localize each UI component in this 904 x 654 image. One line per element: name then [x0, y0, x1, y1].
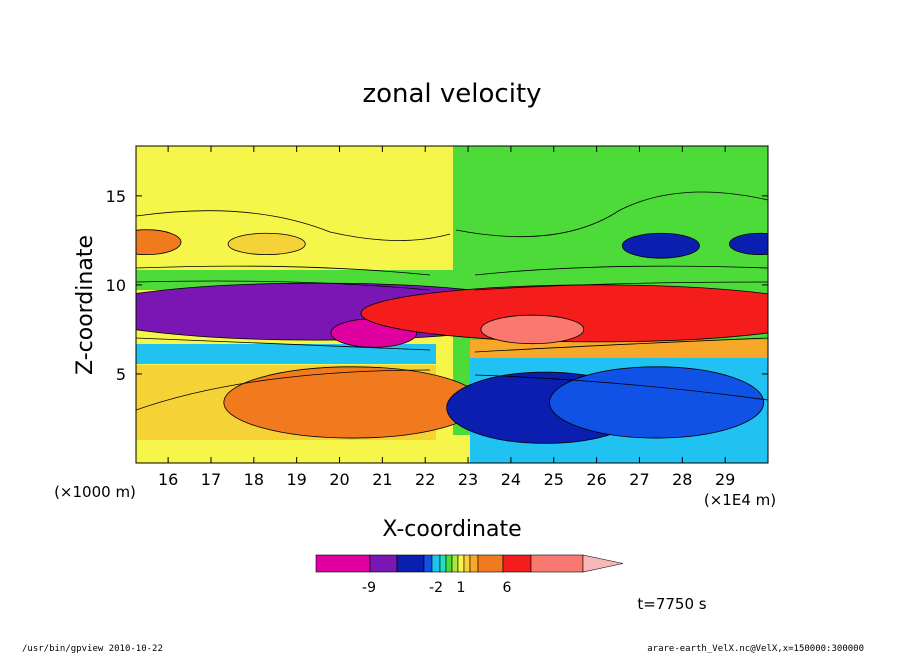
- contour-blob-8: [227, 232, 306, 256]
- y-tick-label: 15: [106, 187, 126, 206]
- y-unit-label: (×1000 m): [54, 483, 136, 501]
- colorbar-tick-label: -2: [429, 580, 443, 596]
- y-tick-label: 10: [106, 276, 126, 295]
- colorbar-segment: [530, 554, 584, 573]
- contour-blobs: [136, 229, 768, 444]
- x-tick-label: 16: [158, 470, 178, 489]
- x-axis-ticks: 16 17 18 19 20 21 22 23 24 25 26 27 28 29: [158, 146, 735, 489]
- colorbar-segment: [439, 554, 447, 573]
- colorbar-segment: [502, 554, 532, 573]
- y-tick-label: 5: [116, 365, 126, 384]
- colorbar-segment: [423, 554, 433, 573]
- contour-blob-2: [360, 284, 768, 343]
- colorbar-tick-label: -9: [362, 580, 376, 596]
- x-tick-label: 19: [286, 470, 306, 489]
- colorbar-segment: [477, 554, 504, 573]
- colorbar-segment: [396, 554, 425, 573]
- colorbar-segment: [463, 554, 471, 573]
- colorbar-segment: [469, 554, 479, 573]
- colorbar-segment: [431, 554, 441, 573]
- x-tick-label: 29: [715, 470, 735, 489]
- x-tick-label: 18: [244, 470, 264, 489]
- x-tick-label: 22: [415, 470, 435, 489]
- x-tick-label: 28: [672, 470, 692, 489]
- y-axis-label: Z-coordinate: [73, 235, 98, 375]
- contour-blob-10: [729, 232, 768, 256]
- colorbar-tick-label: 1: [457, 580, 466, 596]
- x-tick-label: 25: [544, 470, 564, 489]
- x-tick-label: 23: [458, 470, 478, 489]
- plot-frame: [135, 145, 769, 464]
- colorbar-tick-label: 6: [503, 580, 512, 596]
- x-tick-label: 27: [629, 470, 649, 489]
- colorbar-segment: [457, 554, 465, 573]
- contour-lines: [136, 191, 768, 411]
- x-tick-label: 26: [586, 470, 606, 489]
- footer-left: /usr/bin/gpview 2010-10-22: [22, 644, 163, 654]
- x-tick-label: 21: [372, 470, 392, 489]
- contour-blob-3: [480, 314, 585, 345]
- orange-band-east: [470, 340, 768, 360]
- contour-blob-7: [136, 229, 182, 256]
- colorbar-extend-arrow: [582, 554, 624, 573]
- footer-right: arare-earth_VelX.nc@VelX,x=150000:300000: [647, 644, 864, 654]
- colorbar-segment: [445, 554, 453, 573]
- colorbar-segment: [451, 554, 459, 573]
- colorbar-labels: -9 -2 1 6: [362, 580, 512, 596]
- x-tick-label: 20: [329, 470, 349, 489]
- contour-blob-6: [549, 366, 765, 439]
- colorbar-segment: [369, 554, 398, 573]
- chart-title: zonal velocity: [362, 79, 541, 109]
- y-axis-ticks: 5 10 15: [106, 187, 768, 384]
- plot-area: [136, 146, 768, 463]
- cyan-band-west: [136, 344, 436, 364]
- contour-blob-9: [621, 232, 700, 259]
- x-tick-label: 17: [201, 470, 221, 489]
- x-axis-label: X-coordinate: [382, 517, 521, 542]
- colorbar: [315, 554, 624, 573]
- contour-blob-4: [223, 366, 482, 439]
- x-unit-label: (×1E4 m): [704, 491, 776, 509]
- x-tick-label: 24: [501, 470, 521, 489]
- colorbar-segment: [315, 554, 371, 573]
- time-label: t=7750 s: [637, 595, 706, 613]
